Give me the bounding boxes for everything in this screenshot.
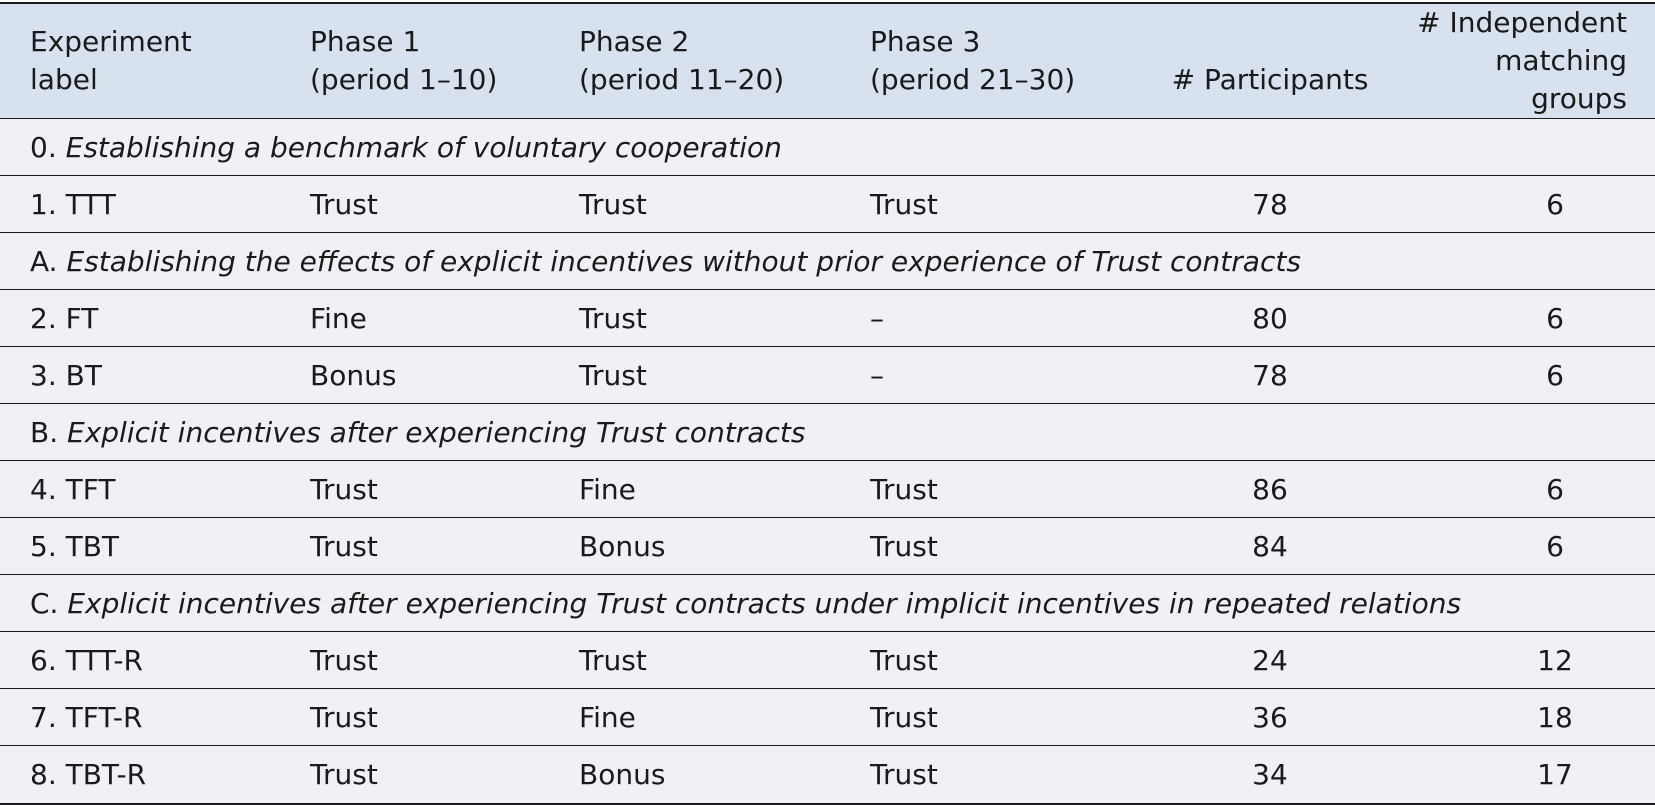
section-prefix: 0.	[30, 130, 57, 164]
table-row: 4. TFT Trust Fine Trust 86 6	[0, 460, 1655, 518]
cell-groups: 6	[1415, 346, 1655, 404]
cell-phase-1: Fine	[280, 289, 549, 347]
section-heading: A. Establishing the effects of explicit …	[0, 232, 1655, 290]
cell-phase-2: Fine	[549, 460, 840, 518]
section-title: Establishing the effects of explicit inc…	[66, 244, 1301, 278]
cell-phase-1: Trust	[280, 517, 549, 575]
cell-phase-1: Trust	[280, 175, 549, 233]
section-row: A. Establishing the effects of explicit …	[0, 232, 1655, 290]
cell-participants: 86	[1115, 460, 1415, 518]
cell-phase-3: Trust	[840, 517, 1115, 575]
cell-participants: 36	[1115, 688, 1415, 746]
cell-label: 1. TTT	[0, 175, 280, 233]
section-title: Explicit incentives after experiencing T…	[67, 586, 1462, 620]
cell-label: 5. TBT	[0, 517, 280, 575]
experiment-design-table: Experiment label Phase 1 (period 1–10) P…	[0, 4, 1655, 803]
cell-phase-2: Trust	[549, 346, 840, 404]
cell-phase-2: Fine	[549, 688, 840, 746]
section-row: B. Explicit incentives after experiencin…	[0, 403, 1655, 461]
cell-phase-1: Trust	[280, 460, 549, 518]
table-row: 8. TBT-R Trust Bonus Trust 34 17	[0, 746, 1655, 803]
cell-phase-2: Trust	[549, 631, 840, 689]
cell-groups: 12	[1415, 631, 1655, 689]
section-row: C. Explicit incentives after experiencin…	[0, 574, 1655, 632]
cell-label: 7. TFT-R	[0, 688, 280, 746]
section-prefix: C.	[30, 586, 59, 620]
section-heading: B. Explicit incentives after experiencin…	[0, 403, 1655, 461]
cell-phase-2: Bonus	[549, 517, 840, 575]
table-header-row: Experiment label Phase 1 (period 1–10) P…	[0, 4, 1655, 119]
table-row: 1. TTT Trust Trust Trust 78 6	[0, 175, 1655, 233]
cell-label: 6. TTT-R	[0, 631, 280, 689]
cell-phase-1: Bonus	[280, 346, 549, 404]
cell-phase-3: Trust	[840, 688, 1115, 746]
cell-phase-2: Bonus	[579, 757, 666, 791]
cell-phase-3: Trust	[840, 460, 1115, 518]
cell-groups: 6	[1415, 460, 1655, 518]
table-row: 7. TFT-R Trust Fine Trust 36 18	[0, 688, 1655, 746]
cell-phase-2: Trust	[549, 175, 840, 233]
cell-label: 3. BT	[0, 346, 280, 404]
cell-participants: 78	[1115, 346, 1415, 404]
cell-participants: 24	[1115, 631, 1415, 689]
cell-participants: 78	[1115, 175, 1415, 233]
table-row: 6. TTT-R Trust Trust Trust 24 12	[0, 631, 1655, 689]
cell-groups: 6	[1415, 289, 1655, 347]
cell-label: 2. FT	[0, 289, 280, 347]
section-heading: C. Explicit incentives after experiencin…	[0, 574, 1655, 632]
cell-participants: 34	[1252, 757, 1288, 791]
cell-phase-3: Trust	[840, 175, 1115, 233]
cell-phase-3: –	[840, 289, 1115, 347]
header-phase-3: Phase 3 (period 21–30)	[840, 4, 1115, 119]
header-phase-2: Phase 2 (period 11–20)	[549, 4, 840, 119]
cell-participants: 80	[1115, 289, 1415, 347]
header-matching-groups: # Independent matching groups	[1415, 4, 1655, 119]
cell-groups: 6	[1415, 175, 1655, 233]
cell-participants: 84	[1115, 517, 1415, 575]
table-row: 5. TBT Trust Bonus Trust 84 6	[0, 517, 1655, 575]
cell-label: 8. TBT-R	[30, 757, 147, 791]
cell-phase-2: Trust	[549, 289, 840, 347]
section-title: Establishing a benchmark of voluntary co…	[65, 130, 782, 164]
cell-phase-3: Trust	[840, 631, 1115, 689]
cell-phase-3: Trust	[870, 757, 938, 791]
table-row: 3. BT Bonus Trust – 78 6	[0, 346, 1655, 404]
section-prefix: B.	[30, 415, 59, 449]
cell-groups: 6	[1415, 517, 1655, 575]
cell-phase-1: Trust	[310, 757, 378, 791]
section-row: 0. Establishing a benchmark of voluntary…	[0, 118, 1655, 176]
cell-groups: 17	[1537, 757, 1573, 791]
section-heading: 0. Establishing a benchmark of voluntary…	[0, 118, 1655, 176]
cell-label: 4. TFT	[0, 460, 280, 518]
header-participants: # Participants	[1115, 4, 1415, 119]
header-experiment-label: Experiment label	[0, 4, 280, 119]
cell-groups: 18	[1415, 688, 1655, 746]
section-title: Explicit incentives after experiencing T…	[67, 415, 806, 449]
cell-phase-3: –	[840, 346, 1115, 404]
header-phase-1: Phase 1 (period 1–10)	[280, 4, 549, 119]
table-row: 2. FT Fine Trust – 80 6	[0, 289, 1655, 347]
cell-phase-1: Trust	[280, 688, 549, 746]
cell-phase-1: Trust	[280, 631, 549, 689]
section-prefix: A.	[30, 244, 58, 278]
